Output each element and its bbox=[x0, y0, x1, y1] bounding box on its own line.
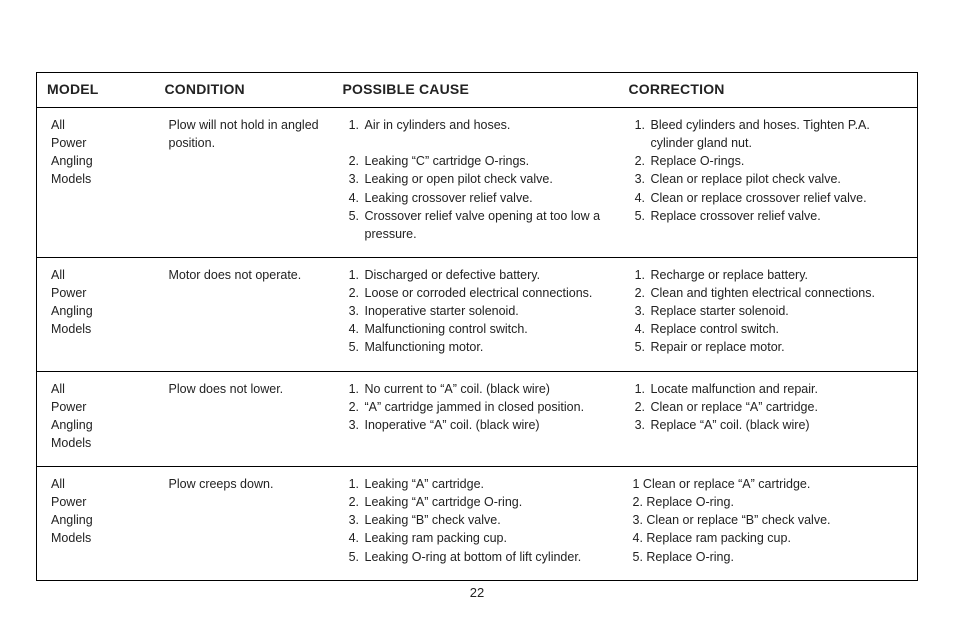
cause-item: No current to “A” coil. (black wire) bbox=[363, 380, 609, 398]
model-line: All bbox=[51, 475, 145, 493]
correction-item: 5. Replace O-ring. bbox=[633, 548, 908, 566]
model-line: All bbox=[51, 266, 145, 284]
cell-cause: Leaking “A” cartridge.Leaking “A” cartri… bbox=[333, 467, 619, 581]
correction-item: Clean and tighten electrical connections… bbox=[649, 284, 908, 302]
cell-condition: Motor does not operate. bbox=[155, 257, 333, 371]
cause-item: Leaking O-ring at bottom of lift cylinde… bbox=[363, 548, 609, 566]
correction-item: Bleed cylinders and hoses. Tighten P.A. … bbox=[649, 116, 908, 152]
model-line: Power bbox=[51, 398, 145, 416]
table-header-row: MODEL CONDITION POSSIBLE CAUSE CORRECTIO… bbox=[37, 73, 918, 108]
correction-item: Replace O-rings. bbox=[649, 152, 908, 170]
correction-item: Clean or replace pilot check valve. bbox=[649, 170, 908, 188]
cause-item: Leaking crossover relief valve. bbox=[363, 189, 609, 207]
cell-cause: Air in cylinders and hoses. Leaking “C” c… bbox=[333, 108, 619, 258]
cause-item: Malfunctioning motor. bbox=[363, 338, 609, 356]
cell-condition: Plow creeps down. bbox=[155, 467, 333, 581]
cell-correction: 1 Clean or replace “A” cartridge.2. Repl… bbox=[619, 467, 918, 581]
model-line: Models bbox=[51, 170, 145, 188]
correction-item: Replace “A” coil. (black wire) bbox=[649, 416, 908, 434]
col-header-cause: POSSIBLE CAUSE bbox=[333, 73, 619, 108]
cell-model: AllPowerAnglingModels bbox=[37, 257, 155, 371]
correction-item: Repair or replace motor. bbox=[649, 338, 908, 356]
cell-condition: Plow will not hold in angled position. bbox=[155, 108, 333, 258]
col-header-model: MODEL bbox=[37, 73, 155, 108]
cell-correction: Locate malfunction and repair.Clean or r… bbox=[619, 371, 918, 467]
table-body: AllPowerAnglingModelsPlow will not hold … bbox=[37, 108, 918, 581]
cell-model: AllPowerAnglingModels bbox=[37, 371, 155, 467]
correction-item: Replace starter solenoid. bbox=[649, 302, 908, 320]
model-line: Power bbox=[51, 284, 145, 302]
col-header-condition: CONDITION bbox=[155, 73, 333, 108]
model-line: All bbox=[51, 380, 145, 398]
cell-model: AllPowerAnglingModels bbox=[37, 467, 155, 581]
model-line: All bbox=[51, 116, 145, 134]
cause-item: Air in cylinders and hoses. bbox=[363, 116, 609, 134]
cause-item: Leaking “A” cartridge. bbox=[363, 475, 609, 493]
cause-item: Inoperative “A” coil. (black wire) bbox=[363, 416, 609, 434]
cell-cause: Discharged or defective battery.Loose or… bbox=[333, 257, 619, 371]
model-line: Models bbox=[51, 434, 145, 452]
table-row: AllPowerAnglingModelsPlow will not hold … bbox=[37, 108, 918, 258]
table-row: AllPowerAnglingModelsPlow creeps down.Le… bbox=[37, 467, 918, 581]
correction-item: Locate malfunction and repair. bbox=[649, 380, 908, 398]
table-row: AllPowerAnglingModelsMotor does not oper… bbox=[37, 257, 918, 371]
model-line: Angling bbox=[51, 511, 145, 529]
model-line: Angling bbox=[51, 416, 145, 434]
cause-item: Leaking “B” check valve. bbox=[363, 511, 609, 529]
cause-item: Leaking ram packing cup. bbox=[363, 529, 609, 547]
cause-item: Leaking or open pilot check valve. bbox=[363, 170, 609, 188]
cell-condition: Plow does not lower. bbox=[155, 371, 333, 467]
cause-item: Malfunctioning control switch. bbox=[363, 320, 609, 338]
model-line: Power bbox=[51, 134, 145, 152]
correction-item: 2. Replace O-ring. bbox=[633, 493, 908, 511]
cause-item: Leaking “A” cartridge O-ring. bbox=[363, 493, 609, 511]
cause-item: “A” cartridge jammed in closed position. bbox=[363, 398, 609, 416]
correction-item: Replace crossover relief valve. bbox=[649, 207, 908, 225]
correction-item: Clean or replace “A” cartridge. bbox=[649, 398, 908, 416]
correction-item: Recharge or replace battery. bbox=[649, 266, 908, 284]
cause-item: Loose or corroded electrical connections… bbox=[363, 284, 609, 302]
cell-model: AllPowerAnglingModels bbox=[37, 108, 155, 258]
cause-item: Inoperative starter solenoid. bbox=[363, 302, 609, 320]
model-line: Power bbox=[51, 493, 145, 511]
cell-correction: Recharge or replace battery.Clean and ti… bbox=[619, 257, 918, 371]
cause-item: Discharged or defective battery. bbox=[363, 266, 609, 284]
cause-item: Leaking “C” cartridge O-rings. bbox=[363, 152, 609, 170]
table-row: AllPowerAnglingModelsPlow does not lower… bbox=[37, 371, 918, 467]
cell-cause: No current to “A” coil. (black wire)“A” … bbox=[333, 371, 619, 467]
troubleshooting-table: MODEL CONDITION POSSIBLE CAUSE CORRECTIO… bbox=[36, 72, 918, 581]
correction-item: 4. Replace ram packing cup. bbox=[633, 529, 908, 547]
model-line: Angling bbox=[51, 302, 145, 320]
page-number: 22 bbox=[0, 585, 954, 600]
correction-item: 1 Clean or replace “A” cartridge. bbox=[633, 475, 908, 493]
correction-item: Clean or replace crossover relief valve. bbox=[649, 189, 908, 207]
correction-item: Replace control switch. bbox=[649, 320, 908, 338]
model-line: Models bbox=[51, 529, 145, 547]
correction-item: 3. Clean or replace “B” check valve. bbox=[633, 511, 908, 529]
model-line: Angling bbox=[51, 152, 145, 170]
cell-correction: Bleed cylinders and hoses. Tighten P.A. … bbox=[619, 108, 918, 258]
col-header-correction: CORRECTION bbox=[619, 73, 918, 108]
model-line: Models bbox=[51, 320, 145, 338]
cause-item: Crossover relief valve opening at too lo… bbox=[363, 207, 609, 243]
